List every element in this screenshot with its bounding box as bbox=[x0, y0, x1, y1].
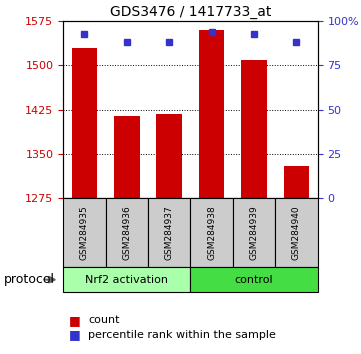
Text: ■: ■ bbox=[69, 328, 81, 341]
Text: ■: ■ bbox=[69, 314, 81, 327]
Bar bbox=[199, 30, 224, 198]
Bar bbox=[233, 198, 275, 267]
Bar bbox=[284, 166, 309, 198]
Bar bbox=[156, 114, 182, 198]
Bar bbox=[105, 198, 148, 267]
Text: GSM284935: GSM284935 bbox=[80, 205, 89, 260]
Bar bbox=[190, 198, 233, 267]
Bar bbox=[114, 116, 139, 198]
Text: control: control bbox=[235, 275, 273, 285]
Bar bbox=[63, 198, 105, 267]
Title: GDS3476 / 1417733_at: GDS3476 / 1417733_at bbox=[110, 5, 271, 19]
Text: GSM284937: GSM284937 bbox=[165, 205, 174, 260]
Bar bbox=[148, 198, 191, 267]
Text: GSM284936: GSM284936 bbox=[122, 205, 131, 260]
Bar bbox=[63, 267, 190, 292]
Text: GSM284939: GSM284939 bbox=[249, 205, 258, 260]
Text: percentile rank within the sample: percentile rank within the sample bbox=[88, 330, 276, 339]
Bar bbox=[241, 59, 267, 198]
Text: GSM284940: GSM284940 bbox=[292, 205, 301, 260]
Bar bbox=[71, 48, 97, 198]
Bar bbox=[190, 267, 318, 292]
Text: Nrf2 activation: Nrf2 activation bbox=[85, 275, 168, 285]
Text: protocol: protocol bbox=[4, 273, 55, 286]
Text: count: count bbox=[88, 315, 120, 325]
Bar bbox=[275, 198, 318, 267]
Text: GSM284938: GSM284938 bbox=[207, 205, 216, 260]
